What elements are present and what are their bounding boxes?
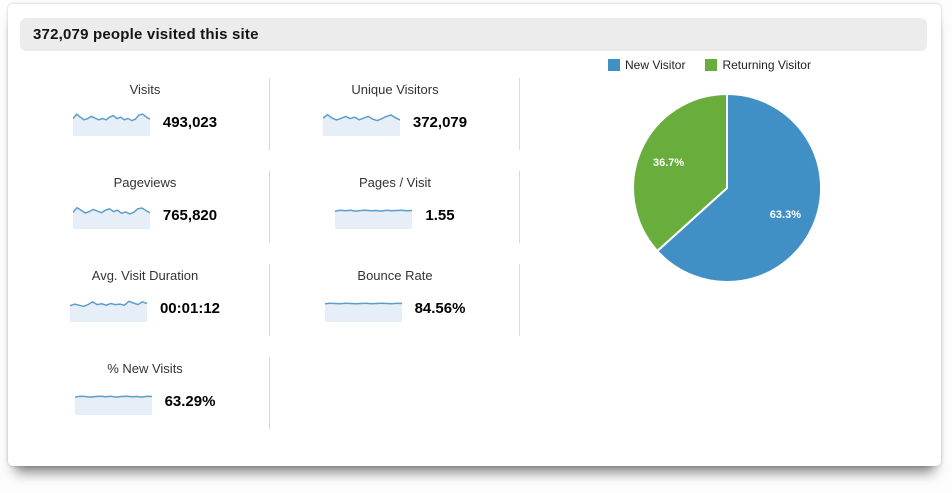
metric-label: Bounce Rate (357, 268, 433, 283)
pie-chart: 63.3% 36.7% (627, 88, 827, 288)
legend-label-new-visitor: New Visitor (625, 58, 686, 72)
legend-label-returning-visitor: Returning Visitor (722, 58, 811, 72)
pie-slice-label: 63.3% (770, 209, 801, 221)
header-bar: 372,079 people visited this site (20, 18, 927, 51)
column-divider (519, 171, 520, 243)
sparkline (69, 300, 147, 322)
dashboard-card: 372,079 people visited this site Visits … (8, 4, 941, 466)
pie-slice-new-visitor (656, 93, 822, 283)
metric-value: 372,079 (412, 113, 468, 131)
sparkline (72, 113, 150, 136)
metric-pages-per-visit[interactable]: Pages / Visit 1.55 (270, 163, 520, 256)
metric-label: Visits (129, 82, 161, 97)
metric-label: % New Visits (107, 361, 183, 376)
metric-visits[interactable]: Visits 493,023 (20, 70, 270, 163)
pie-slice-returning-visitor (632, 93, 728, 252)
sparkline (322, 113, 400, 136)
column-divider (269, 264, 270, 336)
metric-label: Avg. Visit Duration (91, 268, 199, 283)
pie-legend: New Visitor Returning Visitor (608, 58, 811, 72)
metric-value: 84.56% (414, 299, 466, 317)
metric-spark-row: 372,079 (270, 108, 520, 136)
metric-spark-row: 00:01:12 (20, 294, 270, 322)
metric-spark-row: 765,820 (20, 201, 270, 229)
legend-item-new-visitor: New Visitor (608, 58, 685, 72)
legend-item-returning-visitor: Returning Visitor (705, 58, 811, 72)
metric-spark-row: 493,023 (20, 108, 270, 136)
metric-value: 63.29% (164, 392, 216, 410)
column-divider (519, 78, 520, 150)
metric-value: 493,023 (162, 113, 218, 131)
metrics-grid: Visits 493,023 Unique Visitors 372,079 P… (20, 70, 520, 442)
metric-pageviews[interactable]: Pageviews 765,820 (20, 163, 270, 256)
pie-slice-label: 36.7% (653, 157, 684, 169)
page-title: 372,079 people visited this site (33, 26, 259, 43)
metric-spark-row: 84.56% (270, 294, 520, 322)
metric-percent-new-visits[interactable]: % New Visits 63.29% (20, 349, 270, 442)
metric-spark-row: 63.29% (20, 387, 270, 415)
metric-value: 1.55 (425, 206, 455, 224)
pie-chart-svg: 63.3% 36.7% (632, 93, 822, 283)
metric-label: Pages / Visit (358, 175, 432, 190)
column-divider (269, 78, 270, 150)
metric-avg-visit-duration[interactable]: Avg. Visit Duration 00:01:12 (20, 256, 270, 349)
column-divider (269, 171, 270, 243)
column-divider (269, 357, 270, 429)
sparkline (74, 395, 152, 415)
sparkline (324, 302, 402, 322)
legend-swatch-returning-visitor (705, 59, 718, 71)
metric-label: Pageviews (113, 175, 177, 190)
legend-swatch-new-visitor (608, 59, 620, 71)
empty-cell (270, 349, 520, 442)
column-divider (519, 264, 520, 336)
metric-bounce-rate[interactable]: Bounce Rate 84.56% (270, 256, 520, 349)
metric-value: 765,820 (162, 206, 218, 224)
metric-unique-visitors[interactable]: Unique Visitors 372,079 (270, 70, 520, 163)
metric-label: Unique Visitors (351, 82, 439, 97)
metric-spark-row: 1.55 (270, 201, 520, 229)
sparkline (72, 206, 150, 229)
sparkline (335, 209, 413, 229)
metric-value: 00:01:12 (159, 299, 221, 317)
